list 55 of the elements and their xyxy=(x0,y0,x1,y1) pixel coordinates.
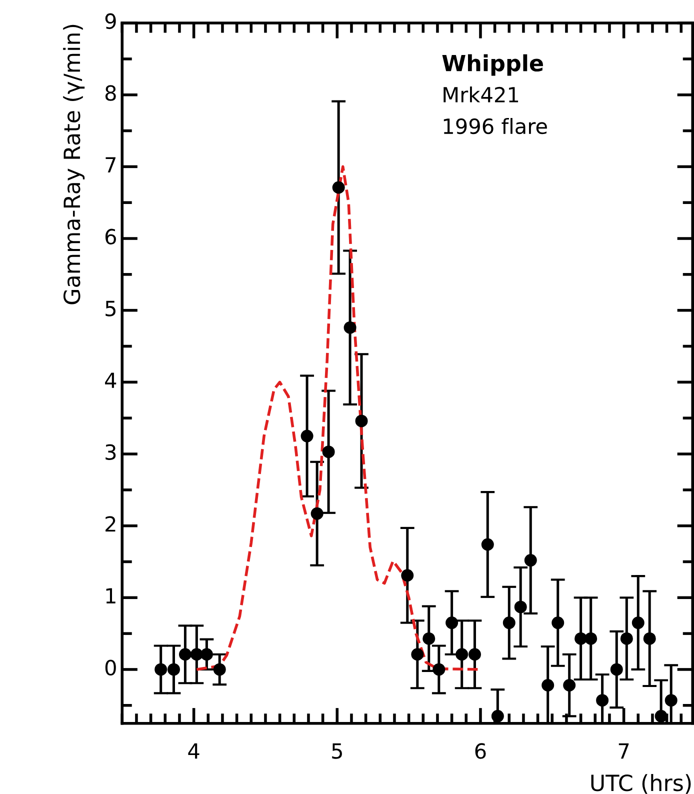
point xyxy=(422,632,436,645)
x-tick-label: 4 xyxy=(188,743,200,759)
y-tick-label: 1 xyxy=(106,588,116,604)
x-axis-title: UTC (hrs) xyxy=(591,774,691,794)
y-tick-label: 2 xyxy=(106,516,116,532)
point xyxy=(542,679,554,692)
point xyxy=(552,616,564,630)
point xyxy=(200,648,213,661)
y-tick-label: 6 xyxy=(105,228,116,245)
point xyxy=(401,569,414,582)
point xyxy=(456,648,468,661)
y-tick-label: 9 xyxy=(105,13,116,30)
point xyxy=(596,694,609,707)
x-tick-label: 7 xyxy=(618,743,629,759)
point xyxy=(322,446,335,458)
point xyxy=(563,679,576,692)
point xyxy=(664,694,678,707)
y-tick-label: 4 xyxy=(105,372,116,388)
point xyxy=(446,616,458,630)
y-tick-label: 0 xyxy=(105,660,116,676)
point xyxy=(432,663,446,676)
point xyxy=(481,538,494,551)
point xyxy=(468,648,481,661)
point xyxy=(344,321,356,334)
y-tick-label: 7 xyxy=(106,157,116,172)
point xyxy=(310,507,324,520)
point xyxy=(620,632,633,645)
point xyxy=(654,710,668,722)
x-tick-label: 5 xyxy=(332,743,342,759)
point xyxy=(574,632,588,645)
x-tick-label: 6 xyxy=(475,743,486,759)
point xyxy=(524,554,537,567)
point xyxy=(584,632,598,645)
annotation: Whipple xyxy=(442,54,543,76)
point xyxy=(610,663,623,676)
point xyxy=(643,632,656,645)
point xyxy=(300,430,314,442)
y-tick-label: 3 xyxy=(106,444,116,460)
point xyxy=(514,600,527,614)
annotation: Mrk421 xyxy=(444,86,518,102)
point xyxy=(355,414,368,428)
point xyxy=(411,648,424,661)
y-tick-label: 5 xyxy=(106,300,116,316)
y-axis-title: Gamma-Ray Rate (γ/min) xyxy=(63,24,85,304)
point xyxy=(154,663,168,676)
point xyxy=(332,181,345,194)
point xyxy=(491,710,504,722)
point xyxy=(190,648,203,661)
point xyxy=(178,648,192,661)
point xyxy=(632,616,644,630)
annotation: 1996 flare xyxy=(444,118,547,134)
point xyxy=(502,616,516,630)
y-tick-label: 8 xyxy=(105,85,116,101)
point xyxy=(167,663,180,676)
point xyxy=(213,663,226,676)
